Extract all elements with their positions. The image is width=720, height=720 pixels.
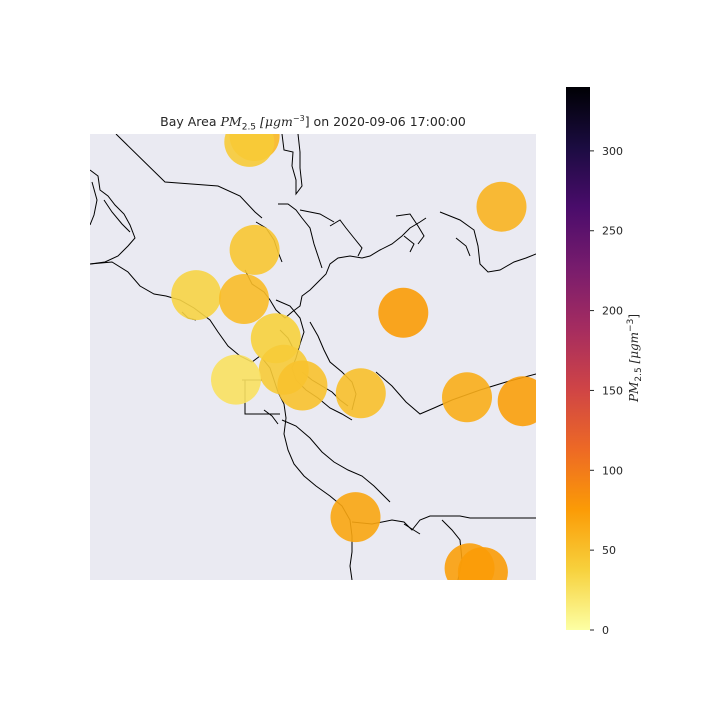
map-plot-area bbox=[90, 134, 536, 580]
pm25-station-marker bbox=[211, 354, 261, 405]
pm25-station-marker bbox=[171, 270, 222, 321]
pm25-station-marker bbox=[457, 547, 508, 580]
colorbar-tick-label: 300 bbox=[602, 145, 623, 158]
colorbar-tick-label: 100 bbox=[602, 464, 623, 477]
colorbar-tick-label: 50 bbox=[602, 544, 616, 557]
pm25-station-marker bbox=[224, 134, 275, 167]
pm25-station-marker bbox=[476, 181, 527, 232]
colorbar-tick-label: 250 bbox=[602, 225, 623, 238]
pm25-station-marker bbox=[330, 492, 381, 543]
colorbar-tick-label: 0 bbox=[602, 624, 609, 637]
pm25-station-marker bbox=[335, 368, 386, 419]
map-title: Bay Area PM2.5 [μgm−3] on 2020-09-06 17:… bbox=[160, 114, 466, 133]
colorbar-label: PM2.5 [μgm−3] bbox=[626, 314, 644, 403]
colorbar-tick-label: 150 bbox=[602, 384, 623, 397]
pm25-station-marker bbox=[277, 360, 328, 411]
colorbar-tick-label: 200 bbox=[602, 305, 623, 318]
colorbar-gradient bbox=[566, 87, 590, 630]
pm25-station-marker bbox=[219, 274, 269, 324]
pm25-station-marker bbox=[229, 224, 280, 275]
colorbar: 0 50 100 150 200 250 300 PM2.5 [μgm−3] bbox=[566, 87, 644, 637]
coastline-borders bbox=[90, 134, 536, 580]
pm25-station-marker bbox=[442, 372, 492, 423]
pm25-station-marker bbox=[378, 287, 429, 338]
pm25-station-marker bbox=[497, 376, 536, 427]
